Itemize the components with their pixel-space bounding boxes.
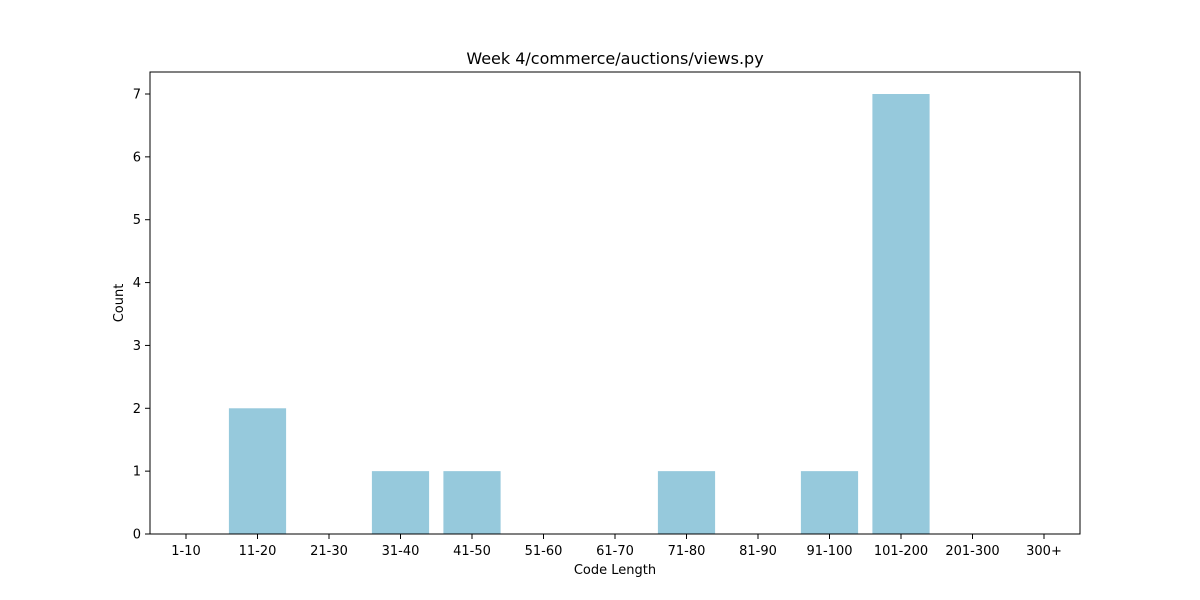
plot-frame <box>149 71 1081 535</box>
x-tick-label: 71-80 <box>668 544 706 559</box>
x-tick-label: 51-60 <box>525 544 563 559</box>
x-tick-label: 81-90 <box>739 544 777 559</box>
x-tick-label: 21-30 <box>310 544 348 559</box>
y-tick-label: 2 <box>133 402 141 417</box>
chart-title: Week 4/commerce/auctions/views.py <box>466 49 763 68</box>
y-tick-label: 1 <box>133 465 141 480</box>
bars-group <box>228 94 930 534</box>
y-axis: 0 1 2 3 4 5 6 7 <box>133 88 150 543</box>
bar-71-80 <box>657 471 716 534</box>
bar-31-40 <box>371 471 430 534</box>
x-tick-label: 31-40 <box>382 544 420 559</box>
bar-11-20 <box>228 408 287 534</box>
bar-101-200 <box>872 94 930 534</box>
x-tick-label: 41-50 <box>453 544 491 559</box>
x-tick-label: 1-10 <box>171 544 201 559</box>
y-tick-label: 3 <box>133 339 141 354</box>
x-tick-label: 101-200 <box>874 544 928 559</box>
y-tick-label: 0 <box>133 528 141 543</box>
y-tick-label: 6 <box>133 150 141 165</box>
x-tick-label: 201-300 <box>945 544 999 559</box>
x-axis: 1-10 11-20 21-30 31-40 41-50 51-60 61-70 71-80 8… <box>171 534 1062 559</box>
y-tick-label: 7 <box>133 88 141 103</box>
x-tick-label: 300+ <box>1026 544 1062 559</box>
x-tick-label: 11-20 <box>239 544 277 559</box>
y-tick-label: 4 <box>133 276 141 291</box>
x-axis-label: Code Length <box>574 563 656 578</box>
bar-91-100 <box>800 471 859 534</box>
x-tick-label: 91-100 <box>806 544 852 559</box>
y-axis-label: Count <box>112 284 127 323</box>
bar-41-50 <box>443 471 501 534</box>
x-tick-label: 61-70 <box>596 544 634 559</box>
y-tick-label: 5 <box>133 213 141 228</box>
